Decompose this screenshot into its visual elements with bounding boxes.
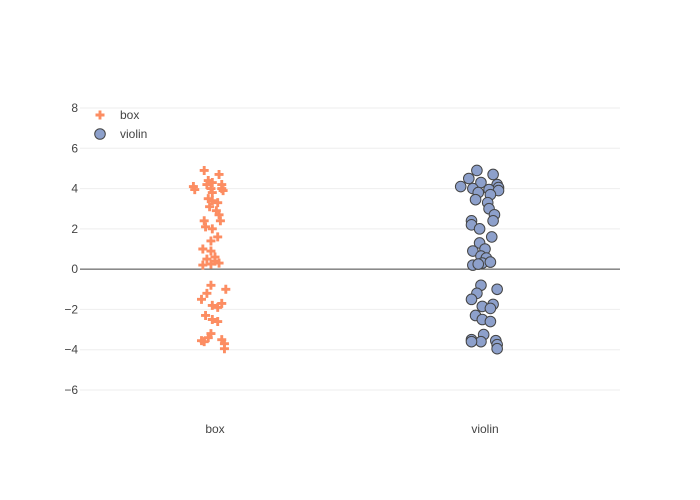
violin-point <box>487 215 499 227</box>
violin-point <box>472 258 485 270</box>
box-point <box>217 298 227 308</box>
violin-point <box>487 168 499 181</box>
box-point <box>206 236 216 246</box>
box-point <box>201 310 211 320</box>
y-tick-label: −4 <box>64 343 78 357</box>
box-point <box>199 337 209 347</box>
violin-point <box>473 223 486 235</box>
violin-point <box>454 180 467 193</box>
violin-point <box>469 193 482 206</box>
box-point <box>218 186 228 196</box>
violin-point <box>491 283 503 296</box>
box-point <box>211 206 221 216</box>
y-tick-label: 8 <box>71 101 78 115</box>
box-point <box>207 196 217 206</box>
x-tick-label: box <box>205 422 224 436</box>
y-tick-label: 2 <box>71 222 78 236</box>
box-point <box>207 178 217 188</box>
x-tick-label: violin <box>471 422 498 436</box>
box-point <box>215 216 225 226</box>
box-point <box>201 222 211 232</box>
grid-lines <box>80 107 620 391</box>
box-point <box>207 224 217 234</box>
box-point <box>207 315 217 324</box>
box-point <box>202 180 212 190</box>
box-point <box>198 260 208 270</box>
violin-point <box>465 335 478 348</box>
box-point <box>219 344 229 354</box>
violin-point <box>463 172 475 185</box>
box-point <box>206 246 216 256</box>
box-point <box>203 333 213 343</box>
box-point <box>206 259 216 269</box>
legend-label-violin: violin <box>120 127 147 141</box>
plot-points <box>188 164 505 355</box>
y-tick-label: −2 <box>64 302 78 316</box>
box-point <box>217 335 227 345</box>
box-point <box>213 232 223 242</box>
box-point <box>202 288 212 298</box>
violin-point <box>485 231 498 243</box>
box-point <box>207 300 217 310</box>
box-point <box>213 302 223 312</box>
box-point <box>214 169 224 179</box>
y-axis: 8 6 4 2 0 −2 −4 −6 <box>64 101 78 397</box>
box-point <box>205 202 215 212</box>
box-point <box>210 256 220 266</box>
box-point <box>197 294 206 304</box>
violin-point <box>471 164 483 177</box>
box-point <box>199 216 209 226</box>
box-point <box>214 258 224 268</box>
y-tick-label: 4 <box>71 182 78 196</box>
box-point <box>206 329 216 339</box>
violin-point <box>491 342 503 355</box>
box-point <box>213 317 223 327</box>
legend-label-box: box <box>120 108 139 122</box>
violin-point <box>484 302 497 315</box>
box-point <box>219 339 229 349</box>
y-tick-label: 6 <box>71 141 78 155</box>
box-point <box>221 284 231 294</box>
box-point <box>207 188 217 198</box>
violin-point <box>465 293 478 306</box>
legend: box violin <box>94 108 147 141</box>
box-point <box>213 198 223 208</box>
violin-point <box>484 315 497 328</box>
legend-marker-violin <box>94 128 106 140</box>
violin-point <box>484 256 497 268</box>
y-tick-label: −6 <box>64 383 78 397</box>
box-point <box>206 280 216 290</box>
y-tick-label: 0 <box>71 262 78 276</box>
box-point <box>203 194 213 204</box>
x-axis: box violin <box>205 422 498 436</box>
box-point <box>190 185 200 195</box>
box-point <box>202 254 212 264</box>
box-point <box>199 165 209 175</box>
legend-marker-box <box>95 110 105 120</box>
box-point <box>198 244 208 254</box>
box-point <box>214 210 224 220</box>
